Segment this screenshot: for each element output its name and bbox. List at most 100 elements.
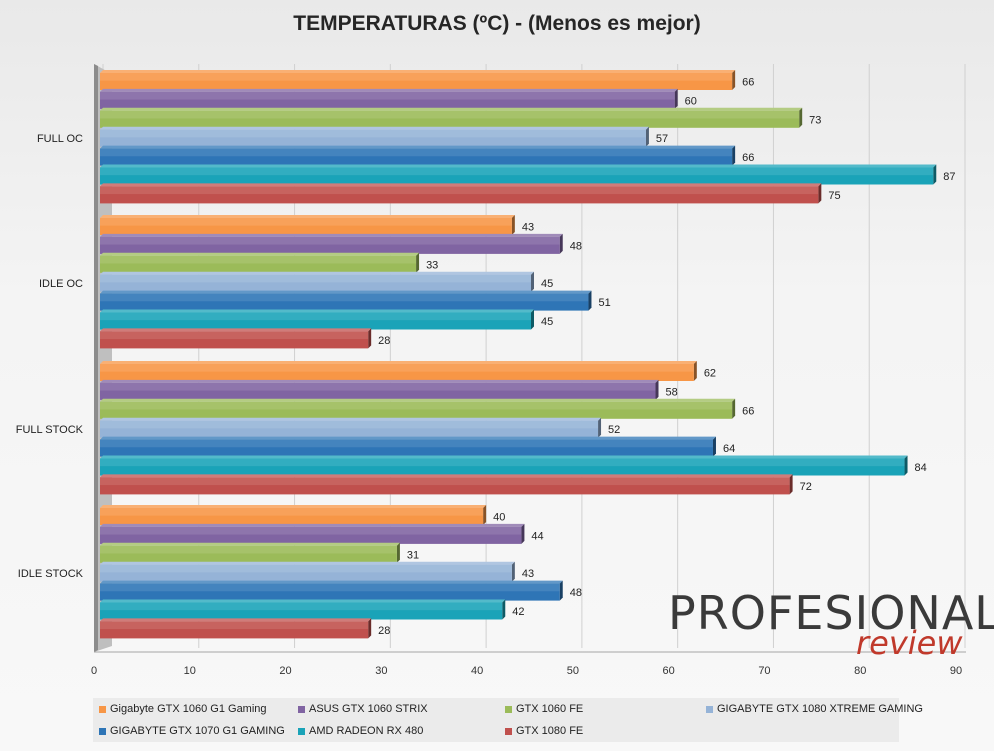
data-label: 64 [723, 443, 735, 455]
bar-side [531, 271, 534, 292]
bar-top [100, 70, 736, 73]
data-label: 73 [809, 114, 821, 126]
bar-top [100, 290, 592, 294]
bar-highlight [100, 73, 733, 81]
legend-label: GIGABYTE GTX 1080 XTREME GAMING [717, 703, 923, 715]
bar-highlight [100, 508, 484, 516]
data-label: 48 [570, 587, 582, 599]
bar-highlight [100, 236, 560, 245]
legend-swatch [706, 705, 713, 713]
legend-item: GTX 1060 FE [505, 703, 583, 715]
bar-side [655, 379, 659, 400]
bar-highlight [100, 364, 694, 372]
data-label: 48 [570, 240, 582, 252]
bar-highlight [100, 167, 934, 176]
bar-highlight [100, 564, 512, 573]
data-label: 66 [742, 152, 754, 164]
bar-top [100, 542, 400, 546]
profesional-review-logo: PROFESIONAL review [668, 586, 994, 666]
axis-wall-edge [94, 64, 98, 652]
bar-top [100, 271, 534, 275]
watermark-line1: PROFESIONAL [668, 586, 994, 640]
bar-side [559, 233, 563, 254]
bar-highlight [100, 312, 531, 321]
bar-highlight [100, 129, 646, 138]
bar-side [502, 599, 506, 620]
bar-top [100, 145, 736, 149]
bar-highlight [100, 545, 397, 554]
bar-highlight [100, 218, 512, 226]
bar-side [732, 398, 736, 419]
bar-top [100, 309, 534, 313]
bar-highlight [100, 91, 675, 100]
data-label: 28 [378, 335, 390, 347]
data-label: 42 [512, 606, 524, 618]
legend: Gigabyte GTX 1060 G1 Gaming ASUS GTX 1060… [93, 698, 923, 742]
bar-highlight [100, 293, 589, 302]
data-label: 45 [541, 316, 553, 328]
bar-highlight [100, 255, 417, 264]
legend-item: GIGABYTE GTX 1080 XTREME GAMING [706, 703, 923, 715]
bar-top [100, 417, 602, 421]
legend-label: GTX 1080 FE [516, 725, 584, 737]
bar-side [933, 164, 937, 185]
bar-highlight [100, 477, 790, 486]
data-label: 45 [541, 278, 553, 290]
bar-side [904, 455, 908, 476]
bar-top [100, 126, 649, 130]
bar-top [100, 379, 659, 383]
bar-side [368, 328, 372, 349]
y-category-label: FULL STOCK [16, 424, 84, 436]
bar-top [100, 455, 908, 459]
x-tick-label: 50 [567, 665, 579, 677]
bar-highlight [100, 110, 800, 119]
bar-top [100, 474, 793, 478]
bar-side [693, 361, 697, 381]
data-label: 28 [378, 625, 390, 637]
x-tick-label: 70 [758, 665, 770, 677]
legend-swatch [99, 727, 106, 735]
bar-top [100, 580, 563, 584]
bar-side [483, 505, 487, 525]
data-label: 66 [742, 405, 754, 417]
bar-highlight [100, 186, 819, 195]
bar-highlight [100, 401, 733, 410]
data-label: 44 [531, 530, 543, 542]
data-label: 60 [685, 95, 697, 107]
legend-swatch [99, 705, 106, 713]
bar-side [818, 183, 822, 204]
x-tick-label: 30 [375, 665, 387, 677]
legend-swatch [298, 705, 305, 713]
legend-label: ASUS GTX 1060 STRIX [309, 703, 428, 715]
legend-item: GTX 1080 FE [505, 725, 583, 737]
x-tick-label: 60 [663, 665, 675, 677]
data-label: 33 [426, 259, 438, 271]
bar-side [789, 474, 793, 495]
bar-side [598, 417, 602, 438]
bar-top [100, 561, 515, 565]
data-label: 72 [800, 481, 812, 493]
bar-highlight [100, 621, 369, 630]
bar-side [511, 215, 515, 235]
bar-top [100, 398, 736, 402]
bar-highlight [100, 331, 369, 340]
y-category-label: IDLE STOCK [18, 568, 84, 580]
data-label: 43 [522, 222, 534, 234]
bar-top [100, 328, 372, 332]
bar-top [100, 523, 525, 527]
x-tick-label: 20 [279, 665, 291, 677]
bar-highlight [100, 458, 905, 467]
x-tick-label: 40 [471, 665, 483, 677]
bar-side [712, 436, 716, 457]
bar-highlight [100, 439, 713, 448]
bar-top [100, 505, 487, 508]
bar-side [368, 618, 372, 639]
bar-highlight [100, 602, 503, 611]
data-label: 84 [915, 462, 927, 474]
y-category-label: IDLE OC [39, 278, 83, 290]
legend-swatch [298, 727, 305, 735]
legend-label: AMD RADEON RX 480 [309, 725, 424, 737]
bar-highlight [100, 148, 733, 157]
bar-side [559, 580, 563, 601]
